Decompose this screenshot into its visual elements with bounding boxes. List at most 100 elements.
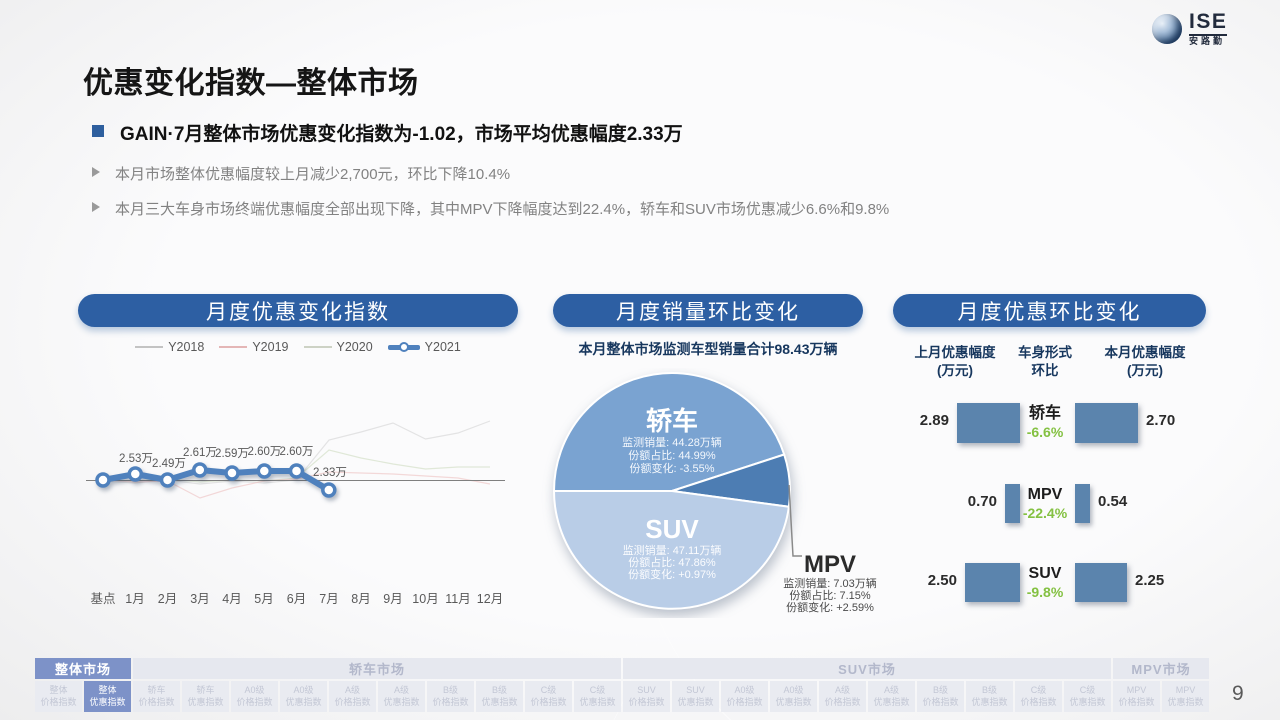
panel1-title: 月度优惠变化指数 [206,300,390,324]
sedan-curr-bar [1075,403,1138,443]
panel2-subtitle: 本月整体市场监测车型销量合计98.43万辆 [578,341,838,357]
nav-tab-sedan-b-price[interactable]: B级 价格指数 [427,681,474,712]
suv-name: SUV [1028,565,1062,583]
legend-item-y2020: Y2020 [303,340,373,354]
sedan-change: 份额变化: -3.55% [630,461,715,475]
mpv-prev-bar [1005,484,1020,523]
sales-share-pie-chart: 轿车 监测销量: 44.28万辆 份额占比: 44.99% 份额变化: -3.5… [553,372,877,614]
mpv-label: MPV [804,551,856,578]
logo-text: ISE [1189,10,1228,33]
point-label: 2.33万 [313,467,347,479]
point-label: 2.53万 [119,453,153,465]
logo-text-block: ISE 安路勤 [1189,10,1228,46]
nav-tab-suv-c-price[interactable]: C级 价格指数 [1015,681,1062,712]
point-label: 2.60万 [248,446,282,458]
nav-section-suv: SUV市场 SUV 价格指数 SUV 优惠指数 A0级 价格指数 A0级 优惠指数 A级… [623,658,1111,712]
nav-section-mpv: MPV市场 MPV 价格指数 MPV 优惠指数 [1113,658,1209,712]
nav-tab-sedan-discount[interactable]: 轿车 优惠指数 [182,681,229,712]
nav-tab-suv-b-discount[interactable]: B级 优惠指数 [966,681,1013,712]
nav-tab-suv-a-price[interactable]: A级 价格指数 [819,681,866,712]
legend-line-swatch [219,346,248,348]
nav-tab-suv-a0-price[interactable]: A0级 价格指数 [721,681,768,712]
x-tick: 基点 [90,592,115,606]
data-point [192,462,208,478]
col-header-body-type: 车身形式 环比 [995,344,1095,380]
pie-slice-sedan [553,372,786,492]
nav-tab-sedan-a-discount[interactable]: A级 优惠指数 [378,681,425,712]
nav-tab-overall-price[interactable]: 整体 价格指数 [35,681,82,712]
col-header-prev-month: 上月优惠幅度 (万元) [893,344,1017,380]
mpv-prev-value: 0.70 [967,493,997,510]
nav-tab-suv-price[interactable]: SUV 价格指数 [623,681,670,712]
nav-tab-suv-discount[interactable]: SUV 优惠指数 [672,681,719,712]
legend-item-y2018: Y2018 [135,340,204,354]
legend-line-swatch [303,346,332,348]
nav-section-overall: 整体市场 整体 价格指数 整体 优惠指数 [35,658,131,712]
nav-tab-sedan-a0-price[interactable]: A0级 价格指数 [231,681,278,712]
sedan-prev-value: 2.89 [919,412,949,429]
mpv-row-label: MPV -22.4% [995,482,1095,526]
panel2-title: 月度销量环比变化 [616,300,800,324]
x-tick: 4月 [222,592,241,606]
nav-tab-sedan-c-price[interactable]: C级 价格指数 [525,681,572,712]
nav-section-sedan: 轿车市场 轿车 价格指数 轿车 优惠指数 A0级 价格指数 A0级 优惠指数 A级 价格指… [133,658,621,712]
panel1-header: 月度优惠变化指数 [78,294,518,327]
x-tick: 1月 [125,592,144,606]
bottom-nav: 整体市场 整体 价格指数 整体 优惠指数 轿车市场 轿车 价格指数 轿车 优惠指数 A0… [35,658,1209,712]
panel3-header: 月度优惠环比变化 [893,294,1206,327]
panel3-title: 月度优惠环比变化 [957,300,1142,324]
nav-tab-sedan-b-discount[interactable]: B级 优惠指数 [476,681,523,712]
panel2-header: 月度销量环比变化 [553,294,863,327]
nav-tab-overall-discount[interactable]: 整体 优惠指数 [84,681,131,712]
point-label: 2.60万 [280,446,314,458]
x-tick: 7月 [319,592,338,606]
bullet-2-text: 本月三大车身市场终端优惠幅度全部出现下降，其中MPV下降幅度达到22.4%，轿车… [115,201,890,218]
sedan-share: 份额占比: 44.99% [628,448,716,462]
data-point [224,465,240,481]
headline-row: GAIN·7月整体市场优惠变化指数为-1.02，市场平均优惠幅度2.33万 [92,119,683,146]
nav-tab-sedan-price[interactable]: 轿车 价格指数 [133,681,180,712]
nav-tab-sedan-a-price[interactable]: A级 价格指数 [329,681,376,712]
nav-market-sedan[interactable]: 轿车市场 [133,658,621,679]
x-tick: 2月 [158,592,177,606]
col-header-line2: (万元) [1127,363,1163,379]
suv-sales: 监测销量: 47.11万辆 [623,543,722,557]
nav-market-mpv[interactable]: MPV市场 [1113,658,1209,679]
suv-curr-bar [1075,563,1127,602]
sedan-label: 轿车 [646,406,698,436]
legend-item-y2021: Y2021 [387,340,461,354]
suv-curr-value: 2.25 [1135,572,1165,589]
nav-tab-mpv-price[interactable]: MPV 价格指数 [1113,681,1160,712]
mpv-name: MPV [1027,486,1063,504]
pie-slice-suv [553,490,790,610]
sedan-change-pct: -6.6% [1026,424,1064,441]
nav-tab-mpv-discount[interactable]: MPV 优惠指数 [1162,681,1209,712]
nav-tab-sedan-c-discount[interactable]: C级 优惠指数 [574,681,621,712]
square-bullet-icon [92,125,104,137]
col-header-line1: 车身形式 [1018,345,1072,360]
nav-market-overall[interactable]: 整体市场 [35,658,131,679]
nav-tab-suv-a0-discount[interactable]: A0级 优惠指数 [770,681,817,712]
arrow-bullet-icon [92,167,100,177]
legend-label: Y2018 [168,340,205,354]
nav-tab-suv-a-discount[interactable]: A级 优惠指数 [868,681,915,712]
data-point [95,472,111,488]
suv-change: 份额变化: +0.97% [628,567,716,581]
legend-label: Y2019 [252,340,289,354]
logo: ISE 安路勤 [1152,10,1228,46]
sedan-curr-value: 2.70 [1146,412,1176,429]
suv-share: 份额占比: 47.86% [628,555,716,569]
x-tick: 5月 [254,592,273,606]
col-header-line1: 本月优惠幅度 [1104,345,1186,360]
col-header-line2: (万元) [937,363,973,379]
nav-market-suv[interactable]: SUV市场 [623,658,1111,679]
data-point [159,472,176,488]
point-label: 2.61万 [183,447,217,459]
nav-tab-sedan-a0-discount[interactable]: A0级 优惠指数 [280,681,327,712]
page-title: 优惠变化指数—整体市场 [83,67,419,100]
nav-tab-suv-b-price[interactable]: B级 价格指数 [917,681,964,712]
point-label: 2.49万 [152,458,186,470]
nav-tab-suv-c-discount[interactable]: C级 优惠指数 [1064,681,1111,712]
logo-subtext: 安路勤 [1189,34,1228,46]
